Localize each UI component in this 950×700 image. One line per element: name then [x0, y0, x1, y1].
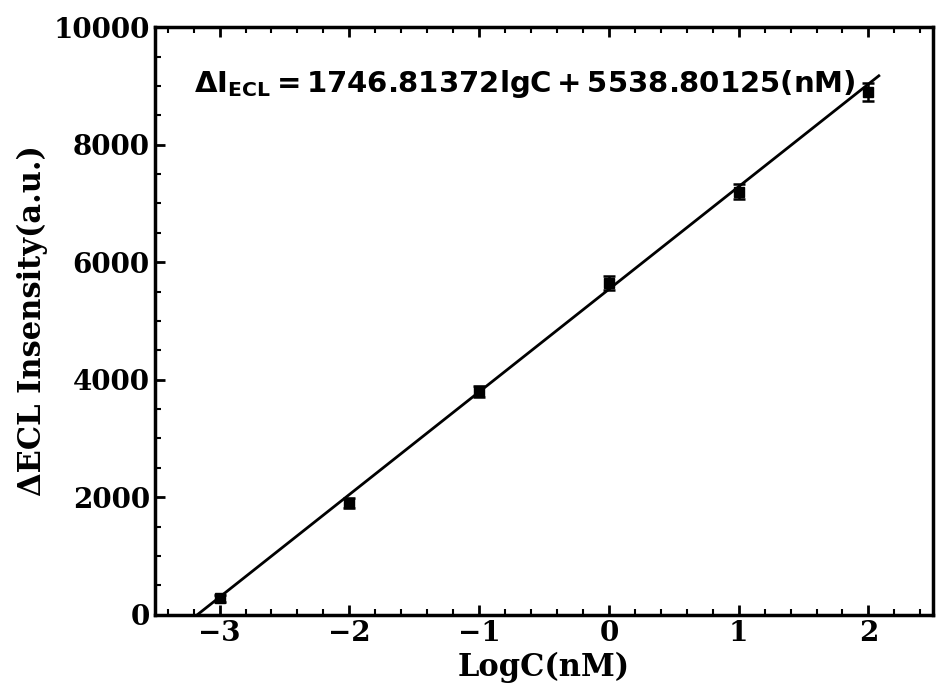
X-axis label: LogC(nM): LogC(nM) [458, 652, 630, 683]
Y-axis label: ΔECL Insensity(a.u.): ΔECL Insensity(a.u.) [17, 146, 48, 496]
Text: $\mathbf{\Delta I_{ECL}}$$\mathbf{=1746.81372lgC+5538.80125(nM)}$: $\mathbf{\Delta I_{ECL}}$$\mathbf{=1746.… [194, 69, 855, 100]
